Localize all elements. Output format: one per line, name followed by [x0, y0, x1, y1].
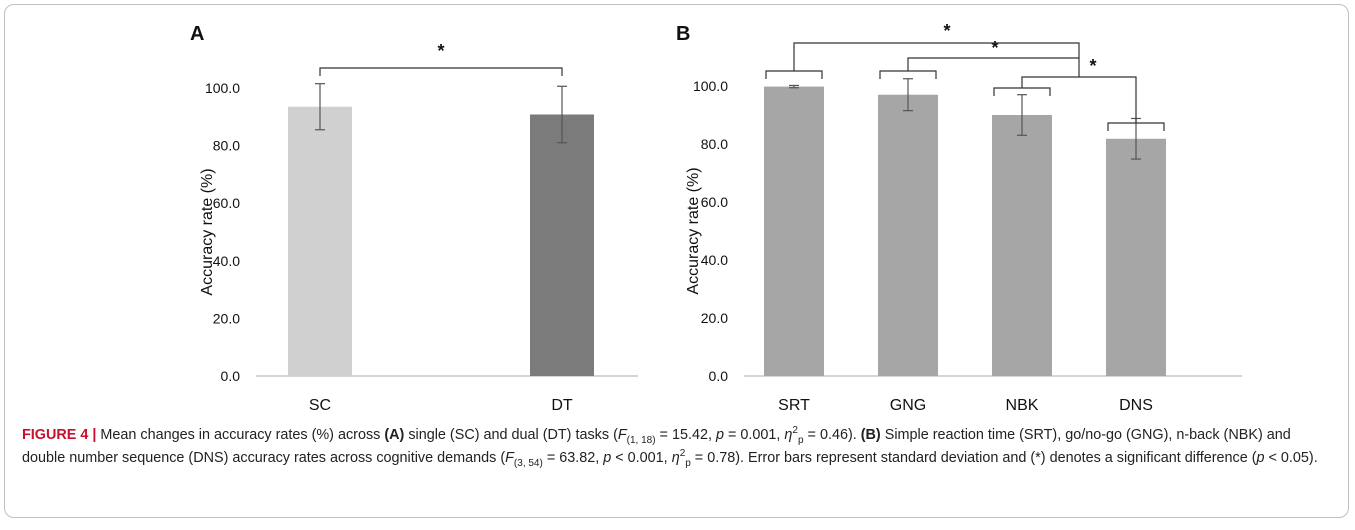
x-tick-label: SC [309, 397, 331, 414]
y-tick-label: 80.0 [701, 136, 728, 152]
caption-stat-eta-sup: 2 [792, 425, 798, 437]
caption-text: < 0.001, [611, 450, 672, 466]
caption-text: = 63.82, [542, 450, 604, 466]
caption-separator: | [92, 427, 97, 443]
significance-star: * [991, 38, 998, 58]
caption-text: = 15.42, [655, 427, 716, 443]
significance-bracket [765, 70, 823, 79]
caption-text: = 0.001, [724, 427, 785, 443]
x-tick-label: DT [551, 397, 573, 414]
caption-stat-p: p [603, 450, 612, 466]
figure-charts: A Accuracy rate (%) 0.0 20.0 40.0 60.0 80.0 100… [190, 21, 1242, 414]
y-tick-label: 80.0 [213, 138, 240, 154]
significance-bracket [793, 42, 1080, 71]
y-axis-label: Accuracy rate (%) [685, 167, 702, 294]
panel-letter: B [676, 23, 690, 45]
y-tick-label: 0.0 [221, 368, 241, 384]
x-tick-label: NBK [1006, 397, 1039, 414]
significance-bracket [879, 70, 937, 79]
y-tick-label: 0.0 [709, 368, 729, 384]
significance-bracket [907, 57, 1080, 77]
y-tick-label: 60.0 [213, 195, 240, 211]
x-tick-label: DNS [1119, 397, 1153, 414]
significance-star: * [437, 41, 444, 61]
caption-stat-eta-sup: 2 [679, 448, 686, 460]
caption-stat-eta-sub: p [685, 457, 691, 469]
x-tick-label: SRT [778, 397, 810, 414]
caption-text: < 0.05). [1264, 450, 1318, 466]
y-tick-label: 40.0 [701, 252, 728, 268]
caption-stat-p: p [1256, 450, 1265, 466]
caption-text: Mean changes in accuracy rates (%) acros… [100, 427, 385, 443]
bar-dt [530, 114, 594, 376]
y-tick-label: 60.0 [701, 194, 728, 210]
y-tick-label: 100.0 [205, 80, 240, 96]
figure-frame [4, 4, 1349, 518]
caption-stat-eta: η [671, 450, 680, 466]
caption-stat-f: F [505, 450, 514, 466]
bar-nbk [992, 115, 1052, 376]
figure-caption: FIGURE 4 | Mean changes in accuracy rate… [22, 424, 1337, 470]
y-axis-label: Accuracy rate (%) [199, 168, 216, 295]
bar-dns [1106, 138, 1166, 376]
y-tick-label: 100.0 [693, 78, 728, 94]
bar-sc [288, 106, 352, 376]
caption-panel-a-label: (A) [384, 427, 405, 443]
caption-stat-df: (3, 54) [513, 457, 543, 469]
caption-stat-eta: η [784, 427, 793, 443]
bar-gng [878, 94, 938, 376]
caption-text: Simple reaction time (SRT), go/no-go (GN… [22, 427, 1291, 466]
significance-bracket [319, 67, 563, 76]
caption-stat-eta-sub: p [797, 434, 804, 446]
caption-stat-p: p [715, 427, 724, 443]
y-tick-label: 20.0 [701, 310, 728, 326]
significance-star: * [1089, 56, 1096, 76]
y-tick-label: 20.0 [213, 310, 240, 326]
caption-stat-df: (1, 18) [626, 434, 656, 446]
caption-panel-b-label: (B) [860, 427, 881, 443]
panel-letter: A [190, 23, 204, 45]
caption-text: single (SC) and dual (DT) tasks ( [404, 427, 618, 443]
significance-star: * [943, 21, 950, 41]
bar-srt [764, 86, 824, 376]
figure-label: FIGURE 4 [22, 427, 89, 443]
caption-text: = 0.78). Error bars represent standard d… [690, 450, 1257, 466]
caption-text: = 0.46). [803, 427, 861, 443]
y-tick-label: 40.0 [213, 253, 240, 269]
caption-stat-f: F [617, 427, 627, 443]
x-tick-label: GNG [890, 397, 926, 414]
